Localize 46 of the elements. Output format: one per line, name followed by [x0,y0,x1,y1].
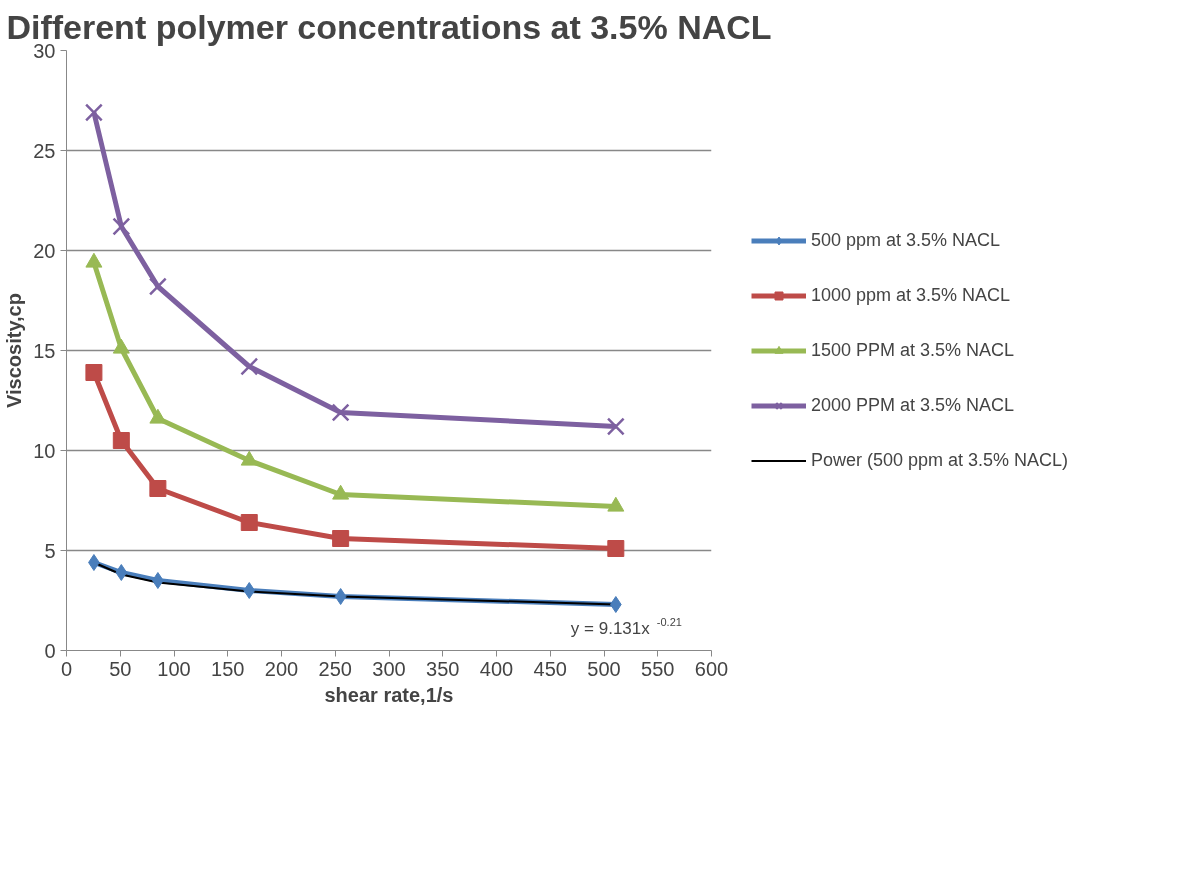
x-tick-label: 550 [641,657,675,680]
legend-label: 500 ppm at 3.5% NACL [811,229,1001,251]
point [115,564,128,581]
point [609,596,622,613]
x-axis-title: shear rate,1/s [324,683,454,706]
point [243,582,256,599]
x-tick-label: 500 [587,657,621,680]
x-tick-label: 300 [372,657,406,680]
legend-label: 1000 ppm at 3.5% NACL [811,284,1011,306]
legend-label: Power (500 ppm at 3.5% NACL) [811,449,1069,471]
y-tick-label: 20 [33,239,56,262]
point [149,480,167,497]
y-tick-label: 30 [33,39,56,62]
point [112,217,131,236]
y-axis-title: Viscosity,cp [3,293,26,408]
x-tick-label: 100 [157,657,191,680]
y-tick-label: 25 [33,139,56,162]
point [112,432,130,449]
x-tick-label: 350 [426,657,460,680]
x-tick-label: 600 [694,657,729,680]
point [331,403,350,422]
point [334,588,347,605]
y-tick-label: 5 [44,539,56,562]
point [84,103,103,122]
x-tick-label: 250 [318,657,352,680]
point [88,554,100,571]
point [240,514,258,531]
point [240,357,259,376]
point [148,277,167,296]
x-tick-label: 400 [479,657,514,680]
point [332,530,350,547]
point [606,417,625,436]
x-tick-label: 200 [264,657,299,680]
legend-label: 2000 PPM at 3.5% NACL [811,394,1015,416]
x-tick-label: 150 [211,657,245,680]
point [607,540,625,557]
legend-label: 1500 PPM at 3.5% NACL [811,339,1015,361]
y-tick-label: 15 [33,339,56,362]
x-tick-label: 450 [533,657,567,680]
point [85,364,103,381]
x-tick-label: 0 [60,657,73,680]
x-tick-label: 50 [109,657,132,680]
annotation: y = 9.131x-0.21 [570,615,682,638]
point [152,572,164,589]
y-tick-label: 0 [44,639,56,662]
y-tick-label: 10 [33,439,56,462]
